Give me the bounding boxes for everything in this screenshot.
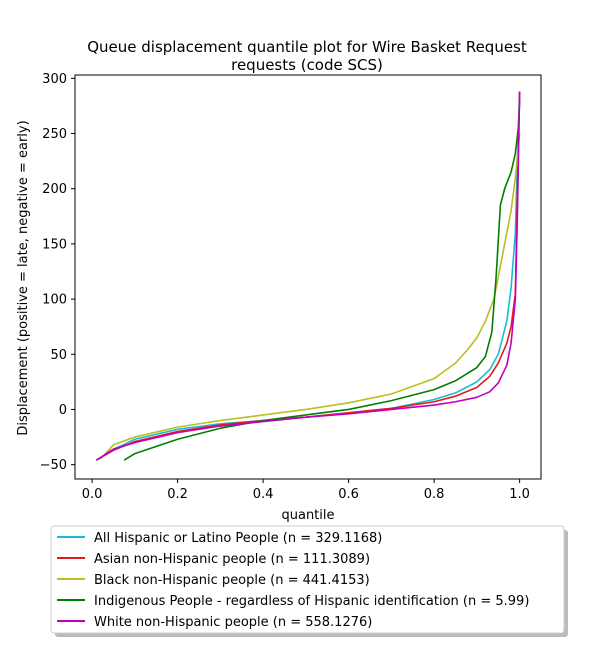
legend-label-4: White non-Hispanic people (n = 558.1276)	[94, 615, 372, 630]
legend: All Hispanic or Latino People (n = 329.1…	[50, 525, 568, 637]
series-line-1	[95, 91, 521, 461]
series-line-4	[95, 91, 521, 461]
x-tick-label: 0.2	[167, 487, 188, 502]
y-tick-label: 0	[59, 403, 67, 418]
y-tick-label: 250	[42, 127, 67, 142]
x-axis: 0.0 0.2 0.4 0.6 0.8 1.0	[82, 479, 530, 502]
x-tick-label: 0.8	[424, 487, 445, 502]
x-tick-label: 0.0	[82, 487, 103, 502]
y-tick-label: 150	[42, 237, 67, 252]
series-layer	[95, 91, 521, 461]
chart-title-line-1: Queue displacement quantile plot for Wir…	[87, 38, 527, 56]
series-line-3	[123, 100, 521, 461]
x-tick-label: 0.4	[253, 487, 274, 502]
series-line-2	[100, 133, 521, 460]
legend-label-1: Asian non-Hispanic people (n = 111.3089)	[94, 552, 370, 567]
legend-label-2: Black non-Hispanic people (n = 441.4153)	[94, 573, 370, 588]
y-tick-label: 300	[42, 72, 67, 87]
x-tick-label: 0.6	[338, 487, 359, 502]
y-axis-label: Displacement (positive = late, negative …	[16, 120, 31, 435]
plot-area-frame	[74, 74, 542, 480]
y-tick-label: 100	[42, 293, 67, 308]
y-axis: −50 0 50 100 150 200 250 300	[40, 72, 75, 473]
x-tick-label: 1.0	[509, 487, 530, 502]
series-line-0	[95, 91, 521, 461]
y-tick-label: 50	[50, 348, 67, 363]
legend-label-3: Indigenous People - regardless of Hispan…	[94, 594, 529, 609]
legend-label-0: All Hispanic or Latino People (n = 329.1…	[94, 531, 382, 546]
y-tick-label: 200	[42, 182, 67, 197]
x-axis-label: quantile	[281, 508, 334, 523]
y-tick-label: −50	[40, 458, 67, 473]
chart-title-line-2: requests (code SCS)	[231, 56, 383, 74]
